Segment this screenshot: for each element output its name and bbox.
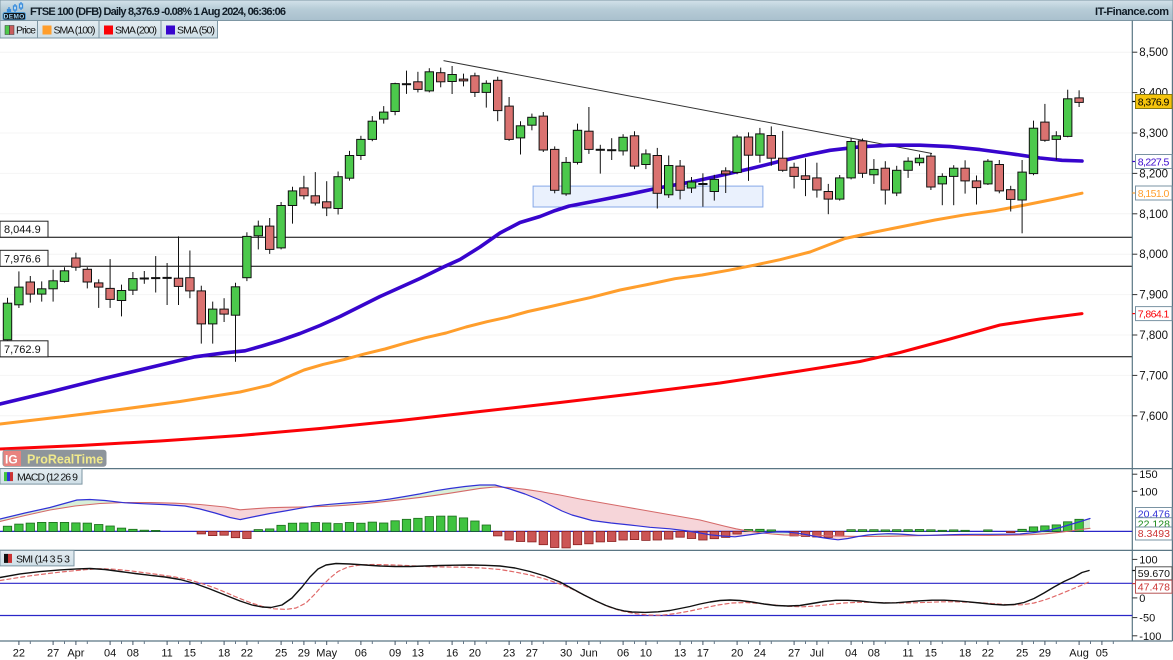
svg-text:8.3493: 8.3493	[1138, 528, 1170, 540]
svg-text:24: 24	[754, 648, 766, 660]
svg-text:11: 11	[902, 648, 913, 660]
svg-text:-50: -50	[1139, 613, 1155, 625]
svg-text:22: 22	[13, 648, 25, 660]
svg-text:May: May	[316, 648, 337, 660]
svg-text:8,200: 8,200	[1139, 168, 1168, 180]
svg-text:27: 27	[526, 648, 538, 660]
svg-text:IG: IG	[5, 453, 18, 467]
svg-text:29: 29	[1039, 648, 1051, 660]
svg-text:08: 08	[868, 648, 880, 660]
svg-text:Jul: Jul	[810, 648, 824, 660]
svg-text:150: 150	[1139, 469, 1157, 481]
svg-text:25: 25	[1016, 648, 1028, 660]
svg-text:13: 13	[412, 648, 424, 660]
svg-text:8,227.5: 8,227.5	[1138, 157, 1170, 169]
svg-text:22: 22	[241, 648, 253, 660]
svg-text:ProRealTime: ProRealTime	[27, 453, 103, 467]
svg-text:15: 15	[925, 648, 937, 660]
svg-text:17: 17	[697, 648, 709, 660]
svg-text:23: 23	[503, 648, 515, 660]
svg-text:30: 30	[560, 648, 572, 660]
svg-text:7,762.9: 7,762.9	[4, 344, 41, 356]
svg-text:59.670: 59.670	[1138, 568, 1170, 580]
svg-text:8,376.9: 8,376.9	[1138, 97, 1170, 109]
svg-text:Jun: Jun	[580, 648, 598, 660]
svg-text:7,600: 7,600	[1139, 411, 1168, 423]
svg-text:8,044.9: 8,044.9	[4, 224, 41, 236]
svg-text:20: 20	[469, 648, 481, 660]
svg-text:-100: -100	[1139, 631, 1161, 643]
svg-text:18: 18	[218, 648, 230, 660]
svg-text:29: 29	[298, 648, 310, 660]
svg-text:09: 09	[389, 648, 401, 660]
svg-text:7,864.1: 7,864.1	[1138, 309, 1170, 321]
svg-text:11: 11	[161, 648, 172, 660]
svg-text:16: 16	[446, 648, 458, 660]
svg-text:27: 27	[47, 648, 59, 660]
svg-text:7,900: 7,900	[1139, 290, 1168, 302]
svg-text:Aug: Aug	[1069, 648, 1089, 660]
svg-text:100: 100	[1139, 554, 1157, 566]
svg-text:100: 100	[1139, 486, 1157, 498]
svg-text:7,976.6: 7,976.6	[4, 253, 41, 265]
svg-text:06: 06	[617, 648, 629, 660]
svg-text:IT-Finance.com: IT-Finance.com	[1095, 6, 1169, 18]
svg-text:8,300: 8,300	[1139, 128, 1168, 140]
svg-text:7,700: 7,700	[1139, 370, 1168, 382]
svg-text:FTSE 100 (DFB) Daily 8,376.9 -: FTSE 100 (DFB) Daily 8,376.9 -0.08% 1 Au…	[30, 6, 286, 18]
svg-text:8,100: 8,100	[1139, 209, 1168, 221]
svg-text:08: 08	[127, 648, 139, 660]
svg-text:Apr: Apr	[67, 648, 84, 660]
svg-text:15: 15	[184, 648, 196, 660]
svg-text:SMI (14 3 5 3: SMI (14 3 5 3	[16, 553, 70, 565]
svg-text:MACD (12 26 9: MACD (12 26 9	[17, 472, 78, 484]
svg-text:04: 04	[845, 648, 857, 660]
svg-text:Price: Price	[16, 25, 36, 37]
svg-text:0: 0	[1139, 593, 1145, 605]
svg-text:04: 04	[104, 648, 116, 660]
svg-text:8,000: 8,000	[1139, 249, 1168, 261]
svg-text:SMA (50): SMA (50)	[177, 25, 215, 37]
svg-text:06: 06	[355, 648, 367, 660]
svg-text:SMA (100): SMA (100)	[54, 25, 96, 37]
svg-text:8,500: 8,500	[1139, 47, 1168, 59]
svg-text:10: 10	[640, 648, 652, 660]
svg-text:7,800: 7,800	[1139, 330, 1168, 342]
svg-text:05: 05	[1096, 648, 1108, 660]
svg-text:8,151.0: 8,151.0	[1138, 188, 1170, 200]
svg-text:25: 25	[275, 648, 287, 660]
svg-text:27: 27	[788, 648, 800, 660]
svg-text:20: 20	[731, 648, 743, 660]
svg-text:DEMO: DEMO	[4, 14, 25, 21]
svg-text:22: 22	[982, 648, 994, 660]
svg-text:13: 13	[674, 648, 686, 660]
svg-text:47.478: 47.478	[1138, 581, 1170, 593]
svg-text:18: 18	[959, 648, 971, 660]
svg-text:SMA (200): SMA (200)	[115, 25, 157, 37]
